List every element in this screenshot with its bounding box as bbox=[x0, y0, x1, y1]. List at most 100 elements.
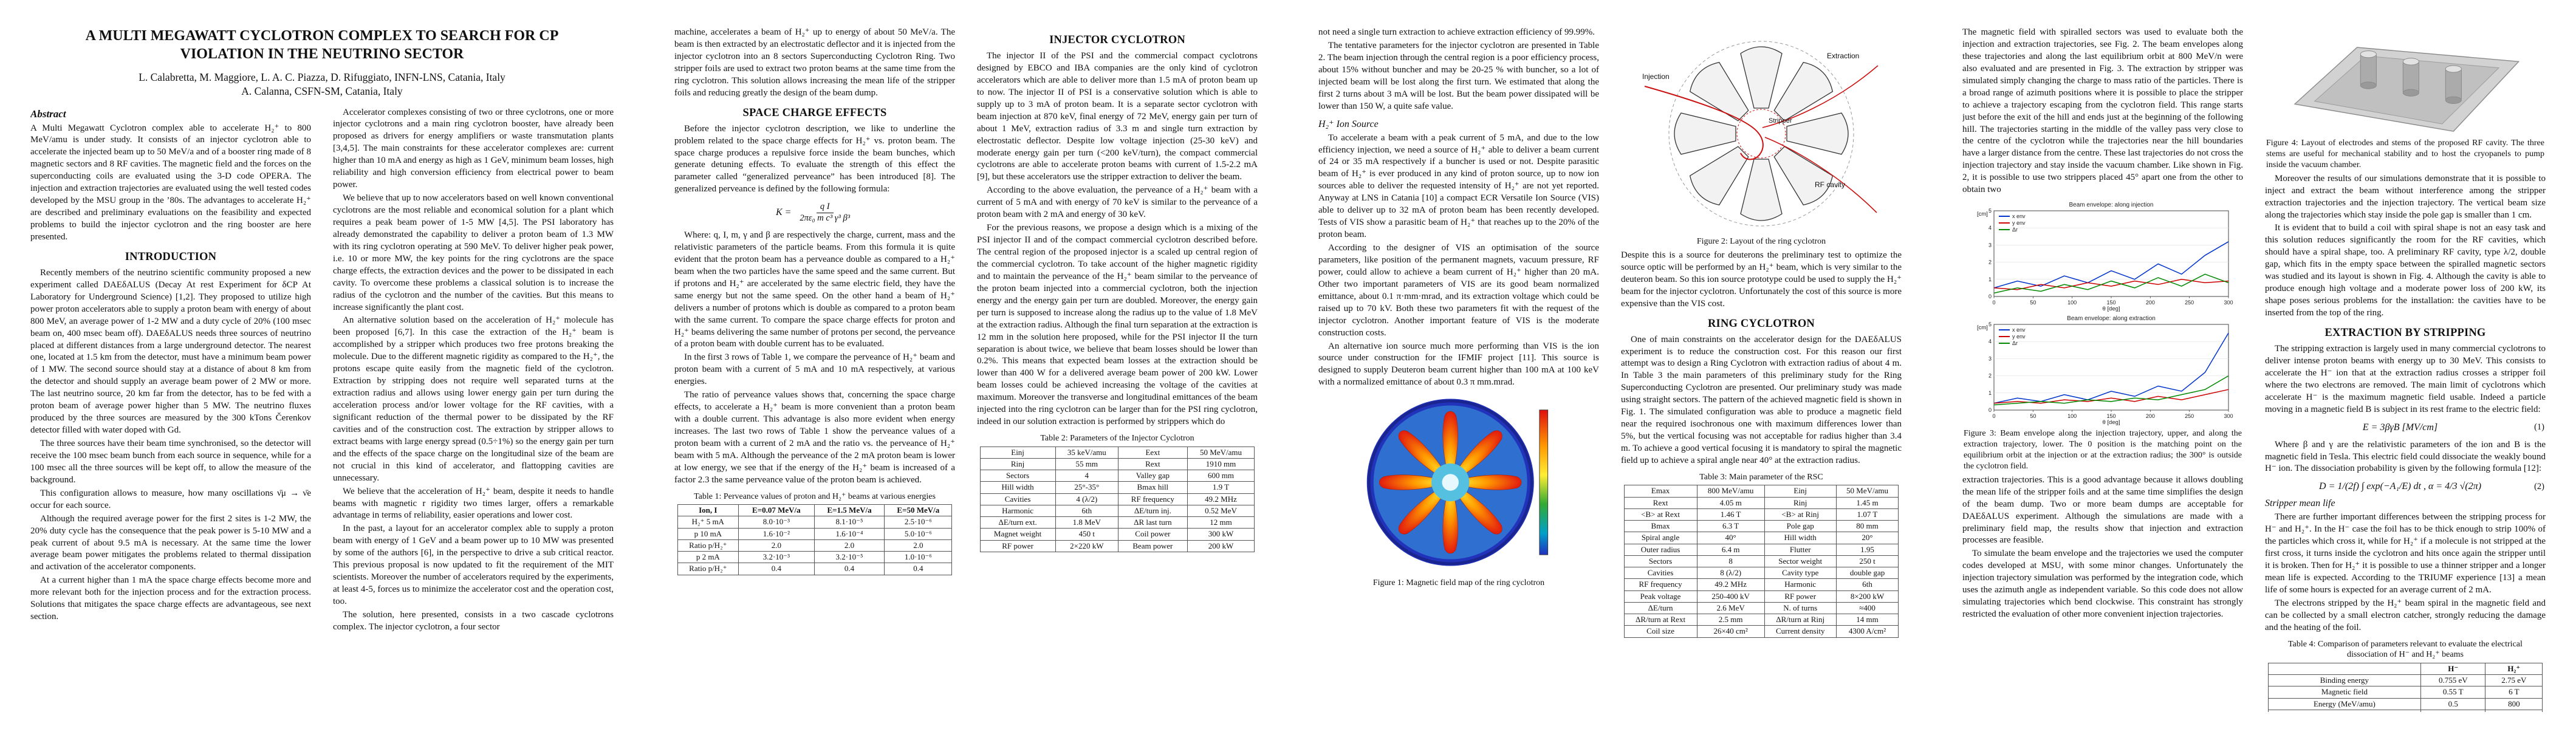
figure1-caption: Figure 1: Magnetic field map of the ring… bbox=[1372, 578, 1545, 588]
table-header-row: H⁻ H₂⁺ bbox=[2267, 662, 2543, 676]
table-cell: 300 kW bbox=[1187, 528, 1255, 541]
table-cell: RF power bbox=[1764, 590, 1837, 603]
table-cell: Einj bbox=[979, 446, 1056, 459]
table-cell: p 10 mA bbox=[677, 527, 739, 540]
paragraph: The ratio of perveance values shows that… bbox=[674, 390, 955, 485]
y-tick-label: 0 bbox=[1989, 293, 1992, 299]
table-4: H⁻ H₂⁺ Binding energy 0.755 eV 2.75 eV Magnet… bbox=[2267, 662, 2543, 712]
table-cell: Rinj bbox=[1764, 496, 1837, 509]
paragraph: The three sources have their beam time s… bbox=[30, 439, 311, 485]
figure-4: Figure 4: Layout of electrodes and stems… bbox=[2265, 30, 2546, 171]
figure-3: 0 1 2 3 4 5 0 50 100 150 200 250 300 x env y env Δr Beam… bbox=[1962, 200, 2243, 472]
page4-columns: The magnetic field with spiralled sector… bbox=[1962, 27, 2546, 712]
paragraph: According to the above evaluation, the p… bbox=[977, 185, 1258, 220]
table3-caption: Table 3: Main parameter of the RSC bbox=[1699, 472, 1823, 482]
table-cell: 5.0·10⁻⁶ bbox=[884, 527, 953, 540]
table-cell: double gap bbox=[1835, 567, 1899, 580]
equation-lhs: K = bbox=[775, 207, 792, 218]
paragraph: machine, accelerates a beam of H₂⁺ up to… bbox=[674, 27, 955, 98]
table-cell: 4 bbox=[1055, 470, 1119, 482]
table-cell: Eext bbox=[1118, 446, 1188, 459]
table-cell: 1.0·10⁻⁶ bbox=[884, 551, 953, 564]
table-cell: 6 T bbox=[2485, 686, 2543, 699]
stripper-label: Stripper bbox=[1769, 117, 1792, 125]
table-cell: 3.2·10⁻³ bbox=[738, 551, 815, 564]
table-cell: Rinj bbox=[979, 457, 1056, 471]
table-cell: 3.2·10⁻⁵ bbox=[814, 551, 885, 564]
table-row: Rinj 55 mm Rext 1910 mm bbox=[979, 457, 1255, 471]
table-cell: Hill width bbox=[1764, 532, 1837, 544]
table-cell: 25°-35° bbox=[1055, 481, 1119, 494]
page3-column-1: not need a single turn extraction to ach… bbox=[1318, 27, 1599, 712]
stem-base bbox=[2360, 81, 2377, 89]
table-row: <B> at Rext 1.46 T <B> at Rinj 1.07 T bbox=[1623, 508, 1899, 521]
y-tick-label: 0 bbox=[1989, 407, 1992, 413]
table-cell: Outer radius bbox=[1623, 543, 1697, 556]
table-cell: 8 bbox=[1696, 555, 1765, 568]
x-tick-label: 50 bbox=[2030, 299, 2036, 306]
paragraph: There are further important differences … bbox=[2265, 512, 2546, 595]
table-cell: 50 MeV/amu bbox=[1187, 446, 1255, 459]
table-cell: ΔE/turn bbox=[1623, 601, 1697, 615]
table-row: ΔE/turn ext. 1.8 MeV ΔR last turn 12 mm bbox=[979, 516, 1255, 529]
series-line bbox=[1993, 273, 2229, 294]
ring-cyclotron-text: One of main constraints on the accelerat… bbox=[1621, 334, 1902, 467]
table-header-cell: E=50 MeV/a bbox=[884, 504, 953, 517]
introduction-text-continued: Accelerator complexes consisting of two … bbox=[333, 107, 614, 634]
paragraph: Although the required average power for … bbox=[30, 513, 311, 572]
table-cell: 0.4 bbox=[738, 563, 815, 575]
table-cell: 1.9 T bbox=[1187, 481, 1255, 494]
paragraph: The electrons stripped by the H₂⁺ beam s… bbox=[2265, 598, 2546, 632]
table-cell: Flutter bbox=[1764, 543, 1837, 556]
table-cell: 80 mm bbox=[1835, 520, 1899, 533]
page1-column-2: Accelerator complexes consisting of two … bbox=[333, 107, 614, 713]
paragraph: The tentative parameters for the injecto… bbox=[1318, 40, 1599, 111]
table-1: Ion, I E=0.07 MeV/a E=1.5 MeV/a E=50 MeV/a H… bbox=[677, 504, 953, 575]
table-cell: 20° bbox=[1835, 532, 1899, 544]
ion-source-text: To accelerate a beam with a peak current… bbox=[1318, 132, 1599, 389]
table-cell: Bmax bbox=[1623, 520, 1697, 533]
series-line bbox=[1993, 241, 2229, 289]
table-cell: ΔR last turn bbox=[1118, 516, 1188, 529]
paragraph: It is evident that to build a coil with … bbox=[2265, 223, 2546, 318]
table-row: Binding energy 0.755 eV 2.75 eV bbox=[2267, 674, 2543, 687]
table-cell: 2.0 bbox=[814, 539, 885, 552]
table-cell: 6.4 m bbox=[1696, 543, 1765, 556]
table-cell: Coil power bbox=[1118, 528, 1188, 541]
table-row: Rext 4.05 m Rinj 1.45 m bbox=[1623, 496, 1899, 509]
table-cell: 26×40 cm² bbox=[1696, 625, 1765, 638]
table-cell: <B> at Rext bbox=[1623, 508, 1697, 521]
table-row: ΔR/turn at Rext 2.5 mm ΔR/turn at Rinj 14 m… bbox=[1623, 614, 1899, 626]
table-cell: RF frequency bbox=[1118, 493, 1188, 505]
extraction-by-stripping-text: The stripping extraction is largely used… bbox=[2265, 343, 2546, 416]
paragraph: The stripping extraction is largely used… bbox=[2265, 343, 2546, 414]
introduction-heading: INTRODUCTION bbox=[125, 250, 217, 263]
table-cell: 450 t bbox=[1055, 528, 1119, 541]
x-tick-label: 100 bbox=[2067, 299, 2077, 306]
stem-top bbox=[2360, 50, 2377, 58]
paragraph: To simulate the beam envelope and the tr… bbox=[1962, 549, 2243, 620]
table-cell: 6th bbox=[1835, 578, 1899, 591]
equation-numerator: q I bbox=[816, 202, 834, 213]
extraction-label: Extraction bbox=[1827, 52, 1859, 60]
table-cell: 14 mm bbox=[1835, 614, 1899, 626]
inner-orbit bbox=[1736, 109, 1786, 159]
legend-label: y env bbox=[2012, 220, 2026, 226]
table-cell: Ratio p/H₂⁺ bbox=[677, 539, 739, 552]
table-row: Hill width 25°-35° Bmax hill 1.9 T bbox=[979, 481, 1255, 494]
table-cell: Hill width bbox=[979, 481, 1056, 494]
x-tick-label: 300 bbox=[2224, 413, 2233, 419]
table-row: ΔE/turn 2.6 MeV N. of turns ≈400 bbox=[1623, 601, 1899, 615]
ion-source-heading: H₂⁺ Ion Source bbox=[1318, 118, 1379, 129]
page3-column-2: Injection Extraction RF cavity Stripper … bbox=[1621, 27, 1902, 712]
table-cell: 800 MeV/amu bbox=[1696, 485, 1765, 498]
introduction-text: Recently members of the neutrino scienti… bbox=[30, 267, 311, 623]
stem-body bbox=[2360, 53, 2377, 86]
space-charge-heading: SPACE CHARGE EFFECTS bbox=[742, 106, 887, 119]
table1-caption: Table 1: Perveance values of proton and … bbox=[694, 491, 936, 501]
stem-top bbox=[2445, 65, 2462, 73]
injector-text-continued: not need a single turn extraction to ach… bbox=[1318, 27, 1599, 113]
equation-2: D = 1/(2f) ∫ exp(−A₁/E) dt , α = 4/3 √(2… bbox=[2266, 481, 2544, 492]
y-axis-label: [cm] bbox=[1977, 211, 1988, 217]
